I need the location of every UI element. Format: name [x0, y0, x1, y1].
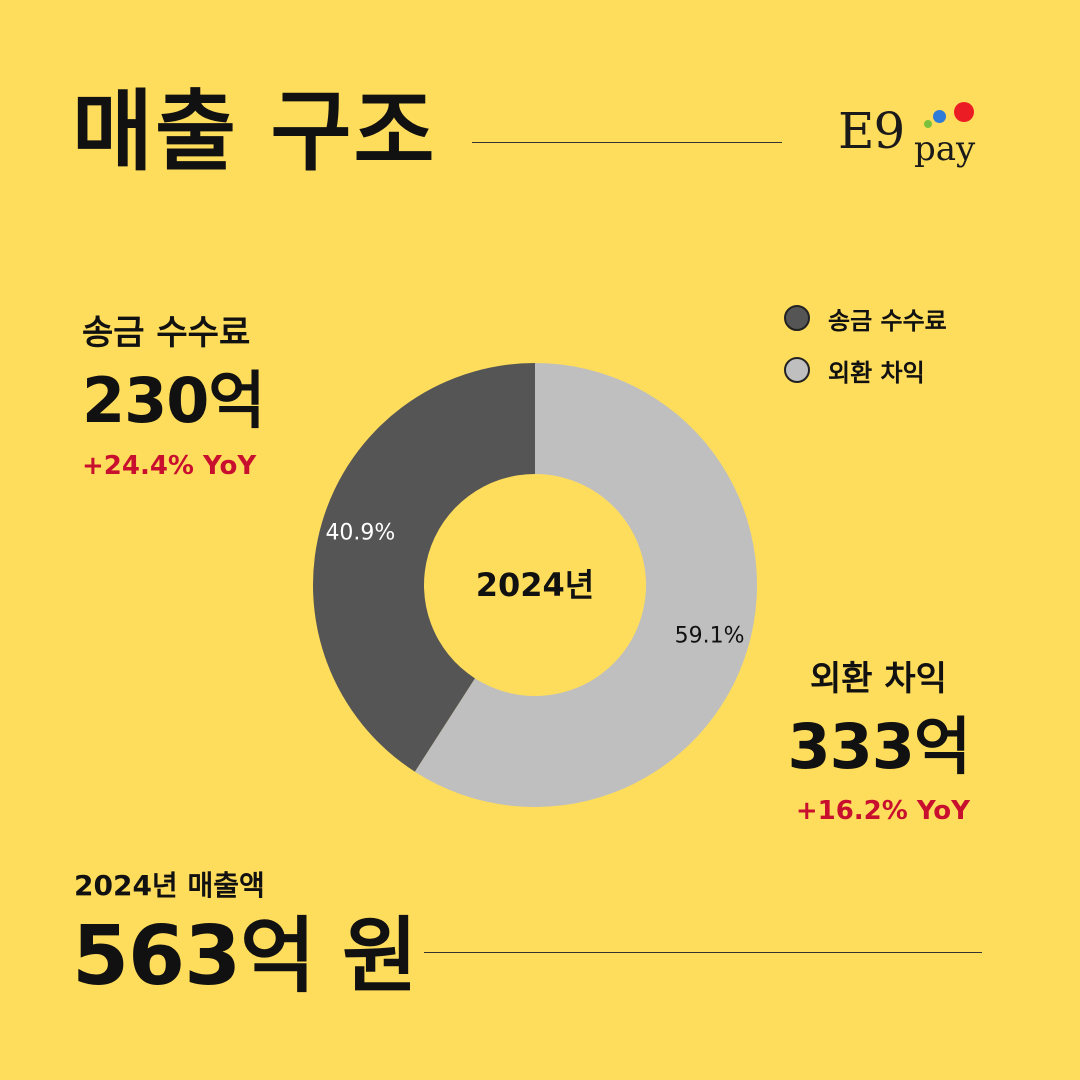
remittance-fee-amount: 230억 [82, 364, 265, 437]
total-revenue-amount: 563억 원 [72, 909, 418, 1004]
total-divider [424, 952, 982, 953]
fx-gain-label: 외환 차익 [810, 659, 947, 699]
e9pay-logo: E9 pay [812, 98, 992, 188]
chart-legend: 송금 수수료 외환 차익 [784, 292, 947, 396]
legend-item-fx: 외환 차익 [784, 344, 947, 396]
remittance-fee-label: 송금 수수료 [82, 313, 251, 353]
fx-gain-yoy: +16.2% YoY [795, 796, 970, 826]
logo-dot-red [954, 102, 974, 122]
title-divider [472, 142, 782, 143]
donut-slice-label-0: 59.1% [675, 623, 745, 648]
legend-swatch-fx [784, 357, 810, 383]
donut-center-label: 2024년 [476, 566, 595, 604]
logo-dot-blue [933, 110, 946, 123]
donut-slice-label-1: 40.9% [325, 521, 395, 546]
logo-dot-green [924, 120, 932, 128]
logo-text-main: E9 [838, 102, 905, 160]
donut-slice-1 [313, 363, 535, 772]
remittance-fee-yoy: +24.4% YoY [82, 451, 257, 481]
logo-text-sub: pay [914, 129, 976, 169]
donut-slice-0 [414, 363, 758, 807]
legend-swatch-remittance [784, 305, 810, 331]
legend-label-remittance: 송금 수수료 [828, 306, 947, 335]
total-revenue-label: 2024년 매출액 [74, 869, 265, 902]
fx-gain-amount: 333억 [787, 710, 971, 783]
page-title: 매출 구조 [72, 80, 437, 183]
legend-item-remittance: 송금 수수료 [784, 292, 947, 344]
legend-label-fx: 외환 차익 [828, 358, 925, 387]
